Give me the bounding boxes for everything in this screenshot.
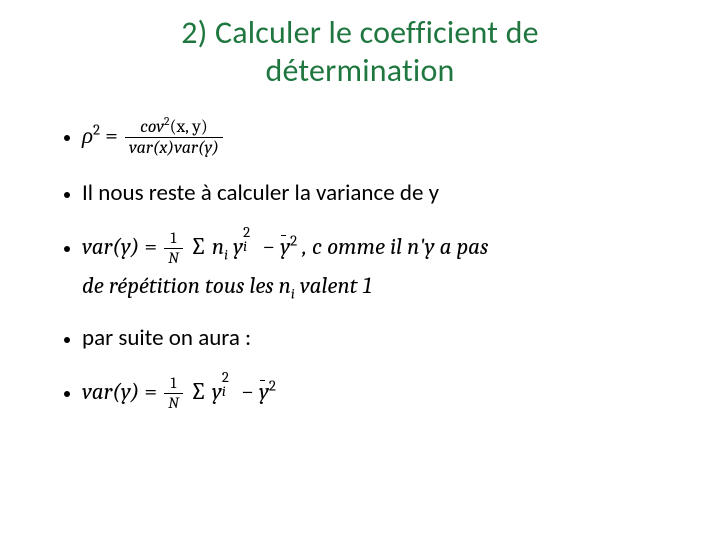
ybar-exp-2: 2 [269,377,276,394]
sigma-icon: ∑ [190,233,207,261]
frac-den-N: N [164,249,182,267]
n-var: n [212,233,224,260]
y-var: y [233,233,243,260]
frac-1-over-N: 1 N [164,230,182,267]
y-sub-2: i [222,381,226,403]
tail2-a: de répétition tous les [82,272,279,299]
bullet-var-full: var(y) = 1 N ∑ ni y2i − y2 , c omme il n… [82,229,680,303]
bullet-text-variance-y: Il nous reste à calculer la variance de … [82,176,680,211]
tail-line-2: de répétition tous les ni valent 1 [82,269,680,304]
y-sub: i [243,236,247,258]
rho-exp: 2 [93,122,100,139]
var-lhs-2: var(y) [82,378,139,405]
var-lhs-text: var(y) [82,233,139,260]
equals-sign: = [105,122,118,149]
varx-vary: var(x)var(y) [129,137,219,158]
rho-var: ρ [82,122,93,149]
slide: 2) Calculer le coefficient de déterminat… [0,0,720,540]
rho-fraction: cov2(x, y) var(x)var(y) [125,118,223,159]
bullet-rho-formula: ρ2 = cov2(x, y) var(x)var(y) [82,118,680,159]
y-bar-var-2: y [259,378,269,405]
title-line-1: 2) Calculer le coefficient de [181,13,539,52]
tail2-b: valent 1 [295,272,372,299]
cov-label: cov [140,116,164,137]
title-line-2: détermination [265,51,454,90]
equals-sign-3: = [144,378,157,405]
rho-denominator: var(x)var(y) [125,138,223,158]
tail2-n: n [279,272,291,299]
frac-num-1b: 1 [164,375,182,394]
bullet-var-simple: var(y) = 1 N ∑ y2i − y2 [82,374,680,412]
tail-text-1: , c omme il n'y a pas [302,233,488,260]
frac-1-over-N-2: 1 N [164,375,182,412]
y-var-2: y [212,378,222,405]
minus-sign-2: − [241,378,259,405]
slide-body: ρ2 = cov2(x, y) var(x)var(y) Il nous res… [40,118,680,412]
var-lhs: var(y) [82,233,144,260]
bullet-par-suite: par suite on aura : [82,321,680,356]
n-sub: i [224,246,228,263]
y-bar: y [280,230,290,265]
y-bar-var: y [280,233,290,260]
frac-num-1: 1 [164,230,182,249]
n-i: ni [212,233,228,260]
frac-den-Nb: N [164,394,182,412]
sigma-icon-2: ∑ [190,378,207,406]
minus-sign: − [262,233,280,260]
y-bar-2: y [259,375,269,410]
y-i-squared-2: y2i [212,378,236,405]
equals-sign-2: = [144,233,157,260]
y-i-squared: y2i [233,233,257,260]
ybar-exp: 2 [290,232,297,249]
cov-args: (x, y) [170,116,208,137]
slide-title: 2) Calculer le coefficient de déterminat… [40,14,680,90]
